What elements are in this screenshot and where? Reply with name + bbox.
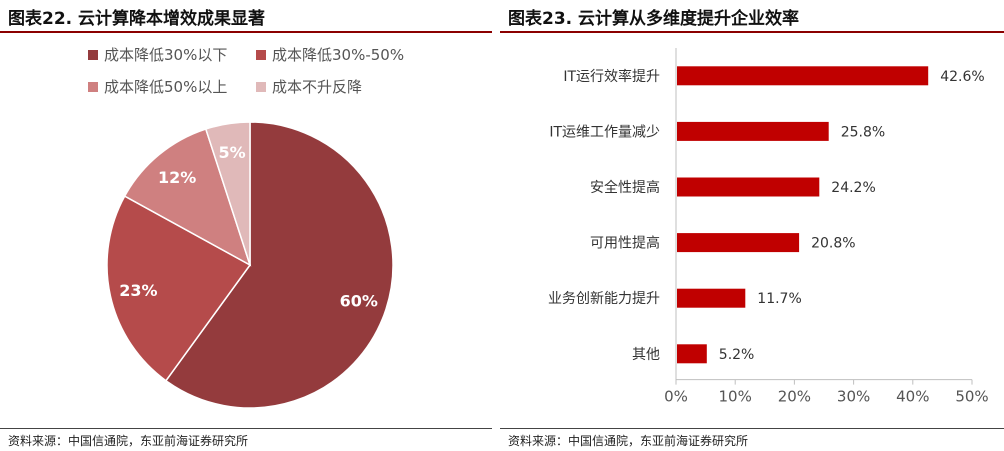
- bar-2: [677, 121, 829, 141]
- pie-slice-2: [106, 195, 252, 382]
- legend-swatch-2: [256, 49, 266, 60]
- bar-x-tick-label-3: 20%: [778, 388, 811, 406]
- bar-6: [677, 344, 707, 364]
- bar-data-label-3: 24.2%: [831, 180, 875, 196]
- pie-source-note: 资料来源：中国信通院，东亚前海证券研究所: [8, 434, 249, 448]
- pie-figure-title: 图表22. 云计算降本增效成果显著: [8, 4, 265, 29]
- legend-label-1: 成本降低30%以下: [104, 46, 228, 64]
- bar-category-label-1: IT运行效率提升: [563, 68, 660, 85]
- pie-slice-3: [123, 128, 252, 267]
- bar-x-tick-label-5: 40%: [896, 388, 929, 406]
- bar-figure-title: 图表23. 云计算从多维度提升企业效率: [508, 4, 799, 29]
- pie-slice-1: [164, 121, 394, 409]
- bar-4: [677, 233, 800, 253]
- bar-data-label-2: 25.8%: [841, 124, 885, 140]
- legend-swatch-1: [88, 49, 98, 60]
- pie-title-number: 22.: [42, 9, 73, 29]
- bar-x-tick-label-2: 10%: [719, 388, 752, 406]
- bar-source-note: 资料来源：中国信通院，东亚前海证券研究所: [508, 434, 749, 448]
- bar-5: [677, 288, 746, 308]
- bar-data-label-4: 20.8%: [811, 236, 855, 252]
- bar-category-label-5: 业务创新能力提升: [548, 291, 660, 307]
- bar-category-label-3: 安全性提高: [590, 179, 660, 196]
- bar-1: [677, 66, 929, 86]
- pie-data-label-4: 5%: [219, 143, 246, 162]
- legend-item-2: 成本降低30%-50%: [256, 44, 404, 65]
- bar-x-tick-label-6: 50%: [955, 388, 988, 406]
- bar-title-text: 云计算从多维度提升企业效率: [578, 9, 800, 29]
- legend-label-4: 成本不升反降: [272, 78, 363, 96]
- pie-source-rule: [0, 428, 492, 429]
- bar-source-rule: [500, 428, 1004, 429]
- bar-category-label-2: IT运维工作量减少: [549, 124, 660, 140]
- bar-title-prefix: 图表: [508, 9, 542, 29]
- pie-chart: 60% 23% 12% 5%: [106, 121, 394, 409]
- bar-data-label-5: 11.7%: [757, 291, 801, 307]
- legend-label-2: 成本降低30%-50%: [272, 46, 405, 64]
- pie-data-label-3: 12%: [158, 168, 196, 187]
- legend-label-3: 成本降低50%以上: [104, 78, 228, 96]
- pie-data-label-1: 60%: [340, 291, 378, 310]
- bar-3: [677, 177, 820, 197]
- pie-slice-4: [204, 121, 251, 266]
- pie-figure-panel: 图表22. 云计算降本增效成果显著 成本降低30%以下 成本降低30%-50% …: [0, 0, 492, 451]
- bar-title-rule: [500, 31, 1004, 33]
- bar-title-number: 23.: [542, 9, 573, 29]
- bar-category-label-6: 其他: [632, 347, 660, 363]
- bar-data-label-6: 5.2%: [719, 347, 755, 363]
- legend-item-1: 成本降低30%以下: [88, 44, 227, 65]
- bar-x-tick-label-4: 30%: [837, 388, 870, 406]
- pie-data-label-2: 23%: [119, 281, 157, 300]
- bar-chart: IT运行效率提升 42.6% IT运维工作量减少 25.8% 安全性提高 24.2% 可用性…: [548, 48, 989, 406]
- pie-title-rule: [0, 31, 492, 33]
- bar-data-label-1: 42.6%: [940, 69, 984, 85]
- bar-category-label-4: 可用性提高: [590, 235, 660, 252]
- legend-swatch-3: [88, 81, 98, 92]
- legend-item-4: 成本不升反降: [256, 76, 362, 97]
- legend-item-3: 成本降低50%以上: [88, 76, 227, 97]
- bar-figure-panel: 图表23. 云计算从多维度提升企业效率 IT运行效率提升 42.6% IT运维工作量…: [500, 0, 1004, 451]
- legend-swatch-4: [256, 81, 266, 92]
- pie-title-prefix: 图表: [8, 9, 42, 29]
- bar-x-tick-label-1: 0%: [664, 388, 688, 406]
- pie-title-text: 云计算降本增效成果显著: [78, 9, 266, 29]
